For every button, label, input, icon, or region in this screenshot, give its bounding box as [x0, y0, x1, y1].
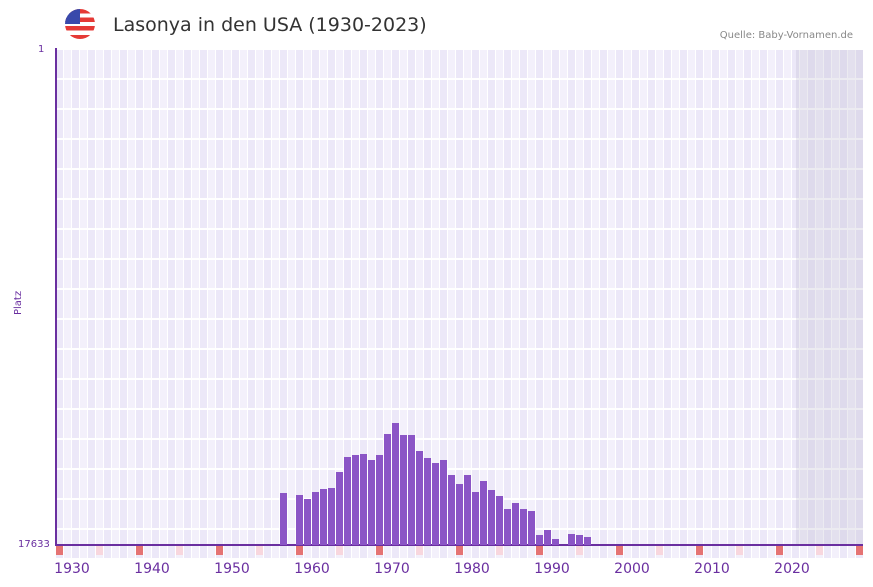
bar-1978[interactable]: [440, 459, 447, 545]
bar-1965[interactable]: [336, 471, 343, 545]
bar-1981[interactable]: [464, 474, 471, 545]
year-marker: [496, 546, 503, 555]
bar-1989[interactable]: [528, 510, 535, 545]
year-marker: [216, 546, 223, 555]
bar-1970[interactable]: [376, 454, 383, 545]
x-tick-label: 2010: [694, 561, 730, 577]
bar-1988[interactable]: [520, 508, 527, 545]
year-marker: [256, 546, 263, 555]
year-marker: [56, 546, 63, 555]
year-marker: [616, 546, 623, 555]
bar-1986[interactable]: [504, 508, 511, 545]
bar-1980[interactable]: [456, 483, 463, 545]
x-tick-label: 1940: [134, 561, 170, 577]
bar-1984[interactable]: [488, 489, 495, 545]
bar-1972[interactable]: [392, 422, 399, 545]
year-marker: [736, 546, 743, 555]
year-marker: [456, 546, 463, 555]
year-marker: [416, 546, 423, 555]
bar-1968[interactable]: [360, 453, 367, 545]
bar-1974[interactable]: [408, 434, 415, 545]
x-tick-label: 1950: [214, 561, 250, 577]
bar-1995[interactable]: [576, 534, 583, 545]
bar-1975[interactable]: [416, 450, 423, 545]
bar-1992[interactable]: [552, 538, 559, 545]
bar-1966[interactable]: [344, 456, 351, 545]
year-marker: [296, 546, 303, 555]
year-marker: [576, 546, 583, 555]
bar-1979[interactable]: [448, 474, 455, 545]
x-tick-label: 1930: [54, 561, 90, 577]
year-marker: [816, 546, 823, 555]
bar-1961[interactable]: [304, 498, 311, 545]
bar-1962[interactable]: [312, 491, 319, 545]
x-tick-label: 1990: [534, 561, 570, 577]
bar-1977[interactable]: [432, 462, 439, 545]
bar-1985[interactable]: [496, 495, 503, 545]
bar-1991[interactable]: [544, 529, 551, 545]
us-flag-icon: [65, 9, 95, 39]
year-marker: [136, 546, 143, 555]
x-tick-label: 1970: [374, 561, 410, 577]
bar-1963[interactable]: [320, 488, 327, 545]
bar-1982[interactable]: [472, 491, 479, 545]
bar-1964[interactable]: [328, 487, 335, 545]
y-tick-top: 1: [38, 44, 45, 55]
bar-1969[interactable]: [368, 459, 375, 545]
year-marker: [696, 546, 703, 555]
year-marker: [536, 546, 543, 555]
bar-1958[interactable]: [280, 492, 287, 545]
bar-1971[interactable]: [384, 433, 391, 545]
year-marker: [96, 546, 103, 555]
year-marker: [176, 546, 183, 555]
bar-1976[interactable]: [424, 457, 431, 545]
y-axis: [55, 48, 57, 546]
bar-1996[interactable]: [584, 536, 591, 545]
bar-1987[interactable]: [512, 502, 519, 545]
x-tick-label: 2000: [614, 561, 650, 577]
year-marker: [336, 546, 343, 555]
year-marker: [376, 546, 383, 555]
y-axis-label: Platz: [13, 290, 24, 315]
bar-1983[interactable]: [480, 480, 487, 545]
x-tick-label: 1980: [454, 561, 490, 577]
x-tick-label: 2020: [774, 561, 810, 577]
plot-area: [56, 50, 863, 558]
x-tick-label: 1960: [294, 561, 330, 577]
bar-1967[interactable]: [352, 454, 359, 545]
year-marker: [656, 546, 663, 555]
chart-title: Lasonya in den USA (1930-2023): [113, 14, 427, 36]
bar-1973[interactable]: [400, 434, 407, 545]
bar-1994[interactable]: [568, 533, 575, 545]
bar-1960[interactable]: [296, 494, 303, 545]
bar-1990[interactable]: [536, 534, 543, 545]
year-marker: [856, 546, 863, 555]
year-marker: [776, 546, 783, 555]
y-tick-bottom: 17633: [18, 539, 50, 550]
source-credit: Quelle: Baby-Vornamen.de: [719, 30, 853, 41]
